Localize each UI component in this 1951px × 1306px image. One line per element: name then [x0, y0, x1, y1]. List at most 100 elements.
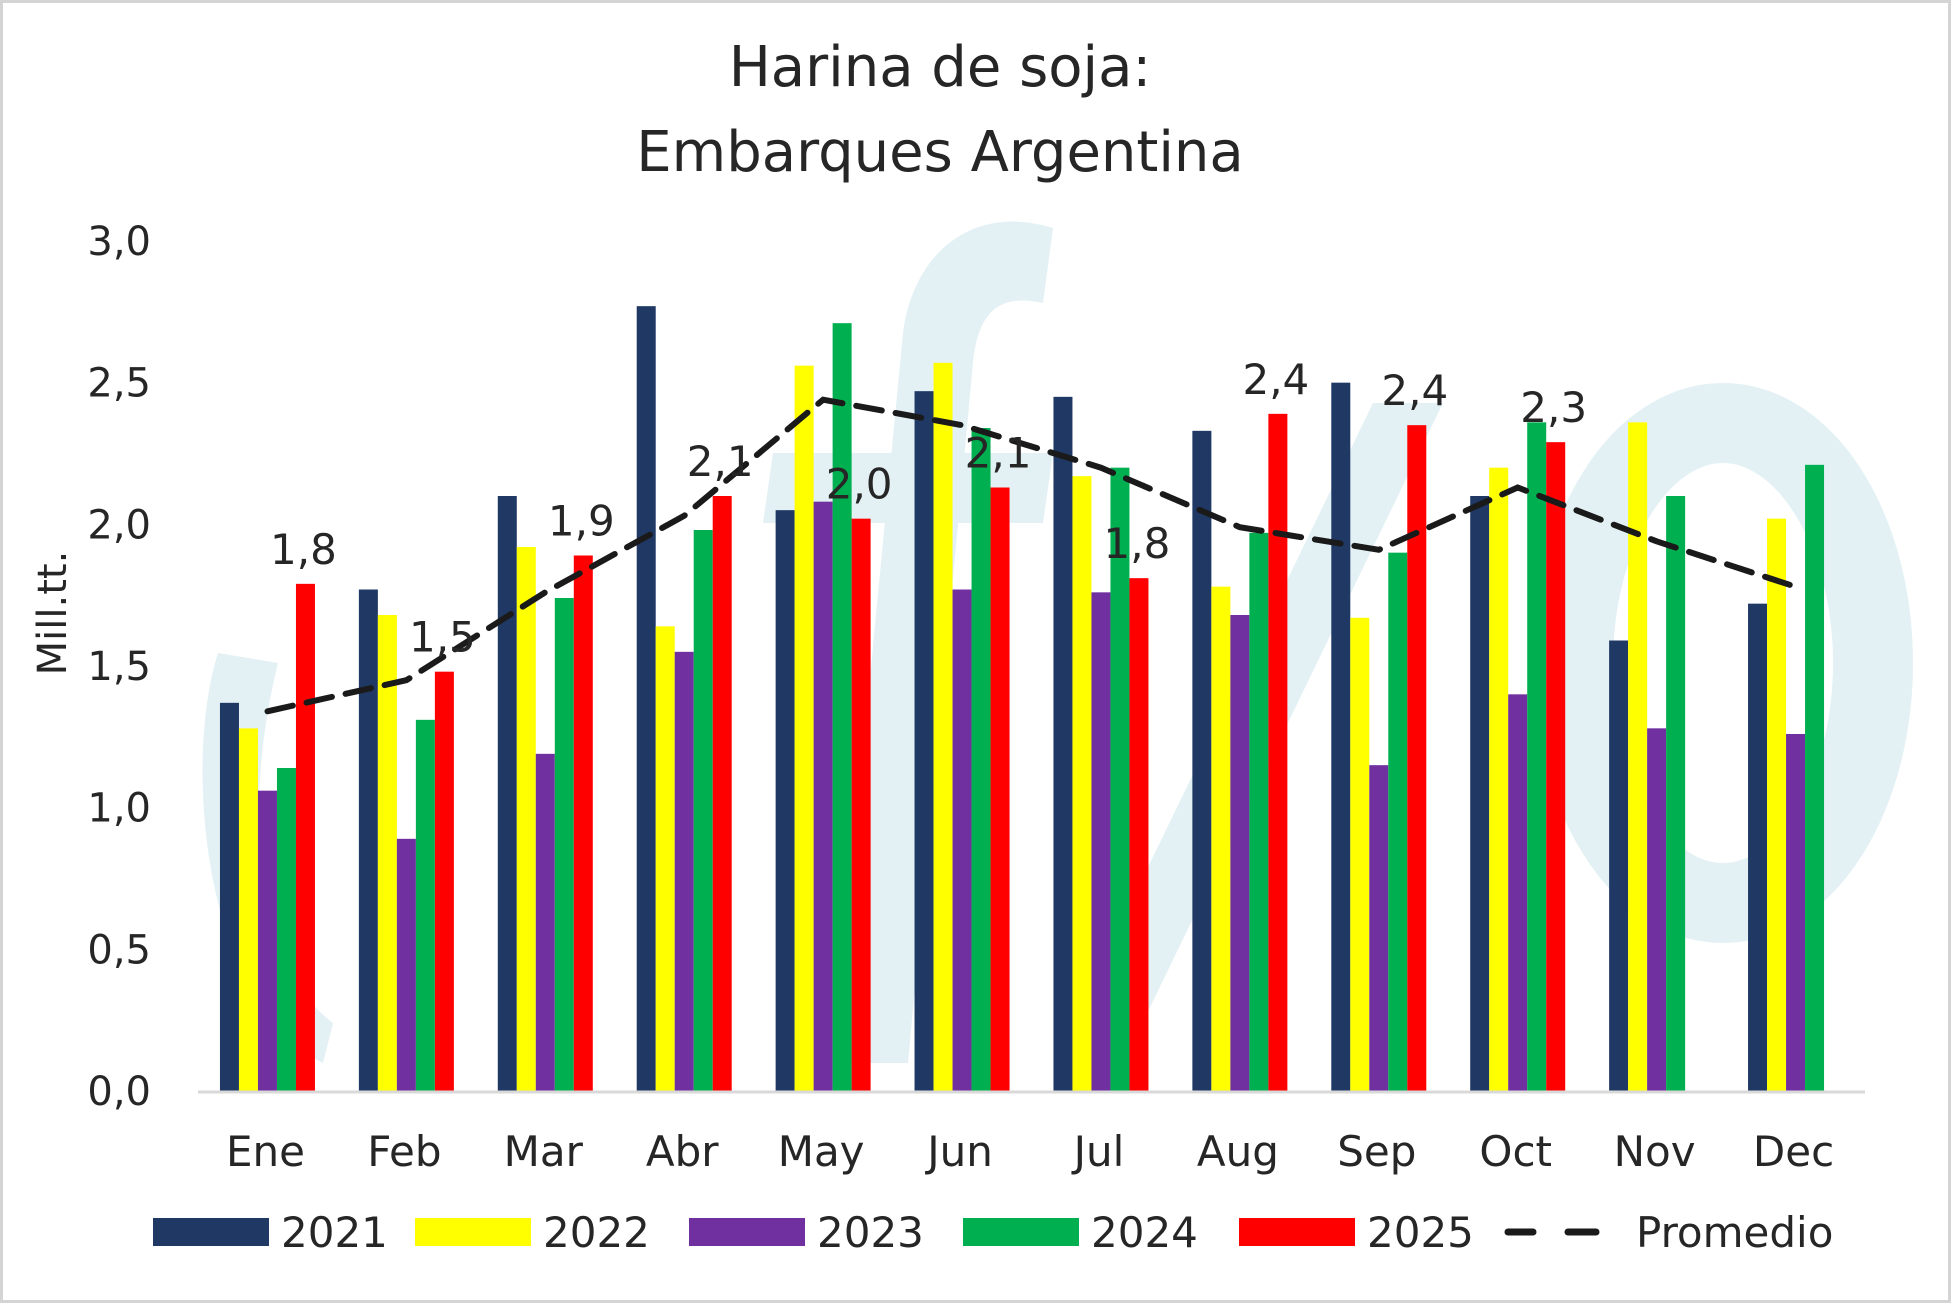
- y-tick-label: 0,0: [87, 1069, 151, 1115]
- x-axis-categories: Ene Feb Mar Abr May Jun Jul Aug Sep Oct Nov Dec: [226, 1127, 1834, 1176]
- bar: [497, 496, 517, 1091]
- bar: [1350, 617, 1370, 1091]
- chart-title-line-1: Harina de soja:: [729, 35, 1152, 100]
- x-category-label: Oct: [1479, 1127, 1552, 1176]
- bar: [674, 651, 694, 1091]
- x-category-label: Aug: [1197, 1127, 1279, 1176]
- bar: [1110, 467, 1130, 1092]
- legend-label: 2025: [1367, 1208, 1474, 1257]
- x-category-label: Sep: [1337, 1127, 1416, 1176]
- bar: [1609, 640, 1629, 1091]
- legend-swatch: [1239, 1218, 1355, 1246]
- legend: 2021 2022 2023 2024 2025 Promedio: [153, 1208, 1833, 1257]
- bar: [257, 790, 277, 1091]
- bar: [1546, 442, 1566, 1092]
- x-category-label: Jul: [1071, 1127, 1125, 1176]
- bar: [851, 518, 871, 1091]
- legend-label: 2022: [543, 1208, 650, 1257]
- y-tick-label: 2,0: [87, 502, 151, 548]
- bar: [1748, 603, 1768, 1091]
- data-label: 2,3: [1520, 383, 1587, 432]
- x-category-label: Jun: [924, 1127, 993, 1176]
- bar: [914, 391, 934, 1092]
- bar: [1805, 464, 1825, 1091]
- legend-label: 2023: [817, 1208, 924, 1257]
- data-label: 1,5: [409, 613, 476, 662]
- bar: [1388, 552, 1408, 1091]
- bar: [1628, 422, 1648, 1091]
- y-tick-label: 0,5: [87, 927, 151, 973]
- bar: [933, 362, 953, 1091]
- average-line: [264, 396, 1799, 715]
- bar: [1407, 425, 1427, 1092]
- bar: [1211, 586, 1231, 1091]
- data-label: 2,4: [1242, 355, 1309, 404]
- bar: [1786, 734, 1806, 1091]
- legend-swatch: [689, 1218, 805, 1246]
- legend-label: 2024: [1091, 1208, 1198, 1257]
- bar: [415, 719, 435, 1091]
- bar: [516, 547, 536, 1091]
- bar: [952, 589, 972, 1091]
- y-tick-label: 1,5: [87, 644, 151, 690]
- bar: [971, 428, 991, 1091]
- bar: [377, 615, 397, 1091]
- bar: [1470, 496, 1490, 1091]
- data-label: 1,8: [270, 525, 337, 574]
- bar: [990, 487, 1010, 1091]
- bar: [775, 510, 795, 1092]
- bar: [1230, 615, 1250, 1091]
- y-axis-ticks: 0,0 0,5 1,0 1,5 2,0 2,5 3,0: [87, 219, 151, 1115]
- x-category-label: Feb: [367, 1127, 441, 1176]
- bar: [813, 501, 833, 1092]
- y-tick-label: 3,0: [87, 219, 151, 265]
- bar: [396, 838, 416, 1091]
- data-label: 1,8: [1104, 519, 1171, 568]
- bar: [1489, 467, 1509, 1092]
- bar: [358, 589, 378, 1091]
- bars: [219, 306, 1825, 1092]
- y-tick-label: 1,0: [87, 786, 151, 832]
- legend-swatch: [415, 1218, 531, 1246]
- bar: [1192, 430, 1212, 1091]
- legend-label: Promedio: [1636, 1208, 1833, 1257]
- bar: [554, 598, 574, 1091]
- bar: [276, 768, 296, 1091]
- data-labels: 1,8 1,5 1,9 2,1 2,0 2,1 1,8 2,4 2,4 2,3: [270, 355, 1587, 662]
- bar: [219, 702, 239, 1091]
- x-category-label: Nov: [1614, 1127, 1696, 1176]
- bar: [832, 323, 852, 1092]
- bar: [573, 555, 593, 1091]
- chart-title: Harina de soja: Embarques Argentina: [636, 35, 1243, 185]
- x-category-label: Ene: [226, 1127, 305, 1176]
- bar: [1268, 413, 1288, 1091]
- bar: [655, 626, 675, 1091]
- legend-label: 2021: [281, 1208, 388, 1257]
- bar: [1091, 592, 1111, 1091]
- bar: [1331, 382, 1351, 1092]
- bar: [1369, 765, 1389, 1091]
- data-label: 1,9: [548, 497, 615, 546]
- bar: [794, 365, 814, 1092]
- x-category-label: May: [778, 1127, 865, 1176]
- bar: [1249, 532, 1269, 1091]
- bar: [238, 728, 258, 1091]
- bar: [434, 671, 454, 1091]
- bar: [1527, 422, 1547, 1091]
- y-tick-label: 2,5: [87, 361, 151, 407]
- data-label: 2,1: [965, 429, 1032, 478]
- bar: [1072, 476, 1092, 1092]
- bar: [1508, 694, 1528, 1091]
- legend-swatch: [153, 1218, 269, 1246]
- bar: [295, 583, 315, 1091]
- chart-title-line-2: Embarques Argentina: [636, 120, 1243, 185]
- bar: [1647, 728, 1667, 1091]
- bar: [1053, 396, 1073, 1091]
- y-axis-label: Mill.tt.: [30, 551, 76, 676]
- bar: [1666, 496, 1686, 1091]
- watermark-shape: [1533, 383, 1913, 943]
- x-category-label: Mar: [504, 1127, 584, 1176]
- bar: [636, 306, 656, 1092]
- legend-swatch: [963, 1218, 1079, 1246]
